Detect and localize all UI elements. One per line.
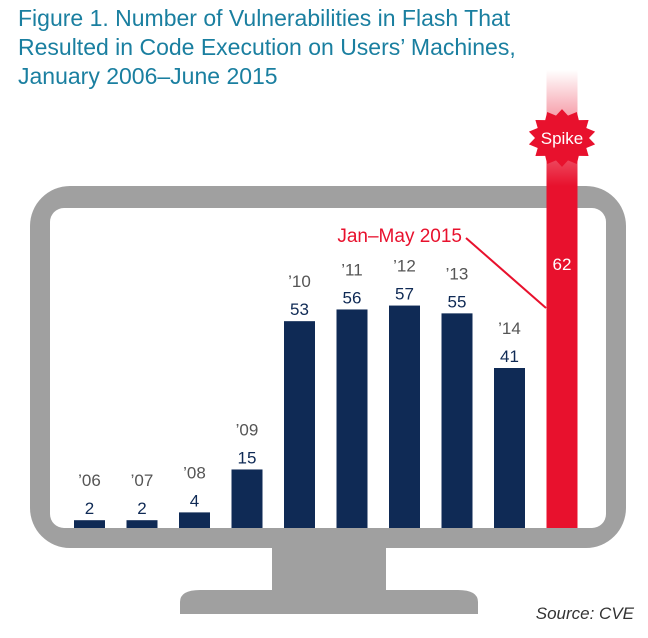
monitor-frame [30,186,626,614]
year-label: ’10 [288,272,311,291]
jan-may-label: Jan–May 2015 [337,226,462,247]
bar-5 [336,309,368,528]
bar-6 [389,305,420,528]
value-label: 56 [343,288,362,307]
value-label: 53 [290,300,309,319]
value-label: 2 [137,499,146,518]
year-label: ’13 [446,264,469,283]
value-label: 55 [448,292,467,311]
bar-0 [74,520,105,528]
value-label-2015: 62 [553,255,572,274]
year-label: ’07 [131,471,154,490]
value-label: 15 [238,448,257,467]
year-label: ’09 [236,420,259,439]
year-label: ’14 [498,319,521,338]
value-label: 2 [85,499,94,518]
spike-burst [528,109,596,167]
bar-7 [441,313,473,528]
value-label: 41 [500,347,519,366]
chart-title: Figure 1. Number of Vulnerabilities in F… [18,5,516,89]
bar-3 [231,469,263,528]
year-label: ’08 [183,463,206,482]
year-label: ’12 [393,257,416,276]
value-label: 4 [190,491,199,510]
bar-2015 [546,186,578,528]
bar-4 [284,321,315,528]
value-label: 57 [395,285,414,304]
jan-may-leader [465,237,547,309]
bar-1 [126,520,158,528]
year-label: ’11 [341,260,362,279]
bar-8 [494,368,525,528]
bar-2 [179,512,210,528]
year-label: ’06 [78,471,101,490]
spike-label: Spike [541,129,584,148]
source-note: Source: CVE [535,604,634,623]
